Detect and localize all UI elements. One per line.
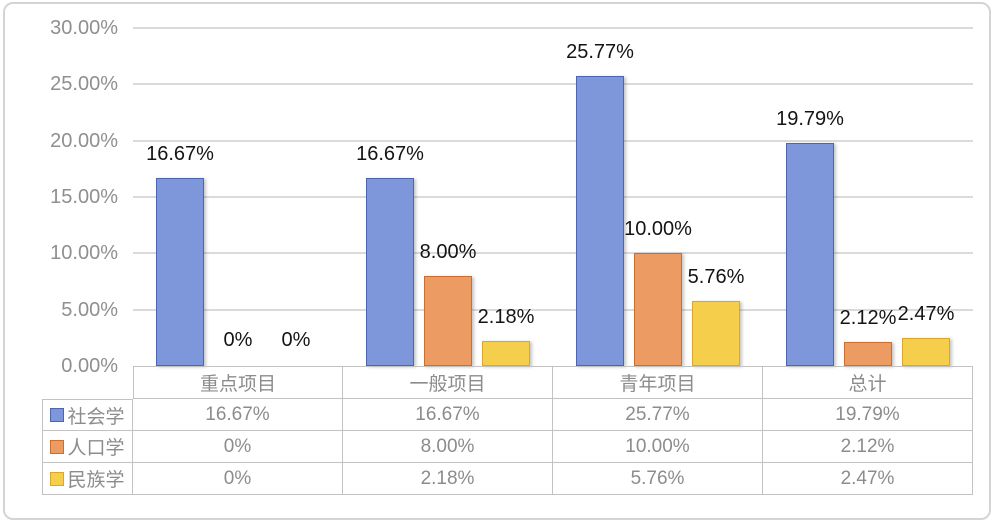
gridline xyxy=(133,139,973,142)
bar-民族学-青年项目 xyxy=(692,301,740,366)
data-label: 10.00% xyxy=(624,218,692,240)
bar-社会学-青年项目 xyxy=(576,76,624,366)
data-label: 8.00% xyxy=(419,241,477,263)
table-value-cell: 2.18% xyxy=(343,463,553,495)
bar-社会学-总计 xyxy=(786,143,834,366)
gridline xyxy=(133,196,973,198)
table-header-重点项目: 重点项目 xyxy=(133,366,343,399)
table-value-cell: 25.77% xyxy=(553,399,763,431)
bar-人口学-总计 xyxy=(844,342,892,366)
y-axis-tick-label: 15.00% xyxy=(50,186,118,208)
table-value-cell: 8.00% xyxy=(343,431,553,463)
y-axis-tick-label: 0.00% xyxy=(61,355,118,377)
legend-label: 民族学 xyxy=(67,470,125,491)
gridline xyxy=(133,83,973,86)
legend-key-人口学: 人口学 xyxy=(42,431,133,463)
data-label: 2.18% xyxy=(477,306,535,328)
table-value-cell: 10.00% xyxy=(553,431,763,463)
chart-data-table: 重点项目 一般项目 青年项目 总计 社会学 16.67% 16.67% 25.77% 19.79… xyxy=(42,366,973,495)
legend-key-社会学: 社会学 xyxy=(42,399,133,431)
table-value-cell: 2.12% xyxy=(763,431,973,463)
bar-社会学-重点项目 xyxy=(156,178,204,366)
bar-人口学-青年项目 xyxy=(634,253,682,366)
legend-swatch-icon xyxy=(50,471,65,486)
table-header-一般项目: 一般项目 xyxy=(343,366,553,399)
bar-人口学-一般项目 xyxy=(424,276,472,366)
bar-社会学-一般项目 xyxy=(366,178,414,366)
table-corner-empty xyxy=(42,366,133,399)
data-label: 2.47% xyxy=(897,303,955,325)
data-label: 16.67% xyxy=(146,143,214,165)
y-axis-tick-label: 30.00% xyxy=(50,17,118,39)
table-value-cell: 5.76% xyxy=(553,463,763,495)
y-axis-tick-label: 20.00% xyxy=(50,129,118,152)
data-label: 2.12% xyxy=(839,307,897,329)
table-value-cell: 2.47% xyxy=(763,463,973,495)
bar-民族学-总计 xyxy=(902,338,950,366)
data-label: 0% xyxy=(281,329,311,351)
y-axis-tick-label: 25.00% xyxy=(50,73,118,96)
data-label: 5.76% xyxy=(687,266,745,288)
legend-swatch-icon xyxy=(50,439,65,454)
legend-label: 人口学 xyxy=(67,438,125,459)
table-value-cell: 0% xyxy=(133,431,343,463)
data-label: 16.67% xyxy=(356,143,424,165)
table-value-cell: 0% xyxy=(133,463,343,495)
legend-label: 社会学 xyxy=(67,406,125,428)
legend-key-民族学: 民族学 xyxy=(42,463,133,495)
table-header-青年项目: 青年项目 xyxy=(553,366,763,399)
gridline xyxy=(133,27,973,29)
y-axis-tick-label: 5.00% xyxy=(61,298,118,321)
gridline xyxy=(133,308,973,311)
table-value-cell: 16.67% xyxy=(133,399,343,431)
y-axis-tick-label: 10.00% xyxy=(50,242,118,265)
gridline xyxy=(133,252,973,255)
data-label: 25.77% xyxy=(566,41,634,63)
table-value-cell: 16.67% xyxy=(343,399,553,431)
legend-swatch-icon xyxy=(50,408,65,422)
table-value-cell: 19.79% xyxy=(763,399,973,431)
data-label: 0% xyxy=(223,329,253,351)
data-label: 19.79% xyxy=(776,108,844,130)
bar-民族学-一般项目 xyxy=(482,341,530,366)
table-header-总计: 总计 xyxy=(763,366,973,399)
